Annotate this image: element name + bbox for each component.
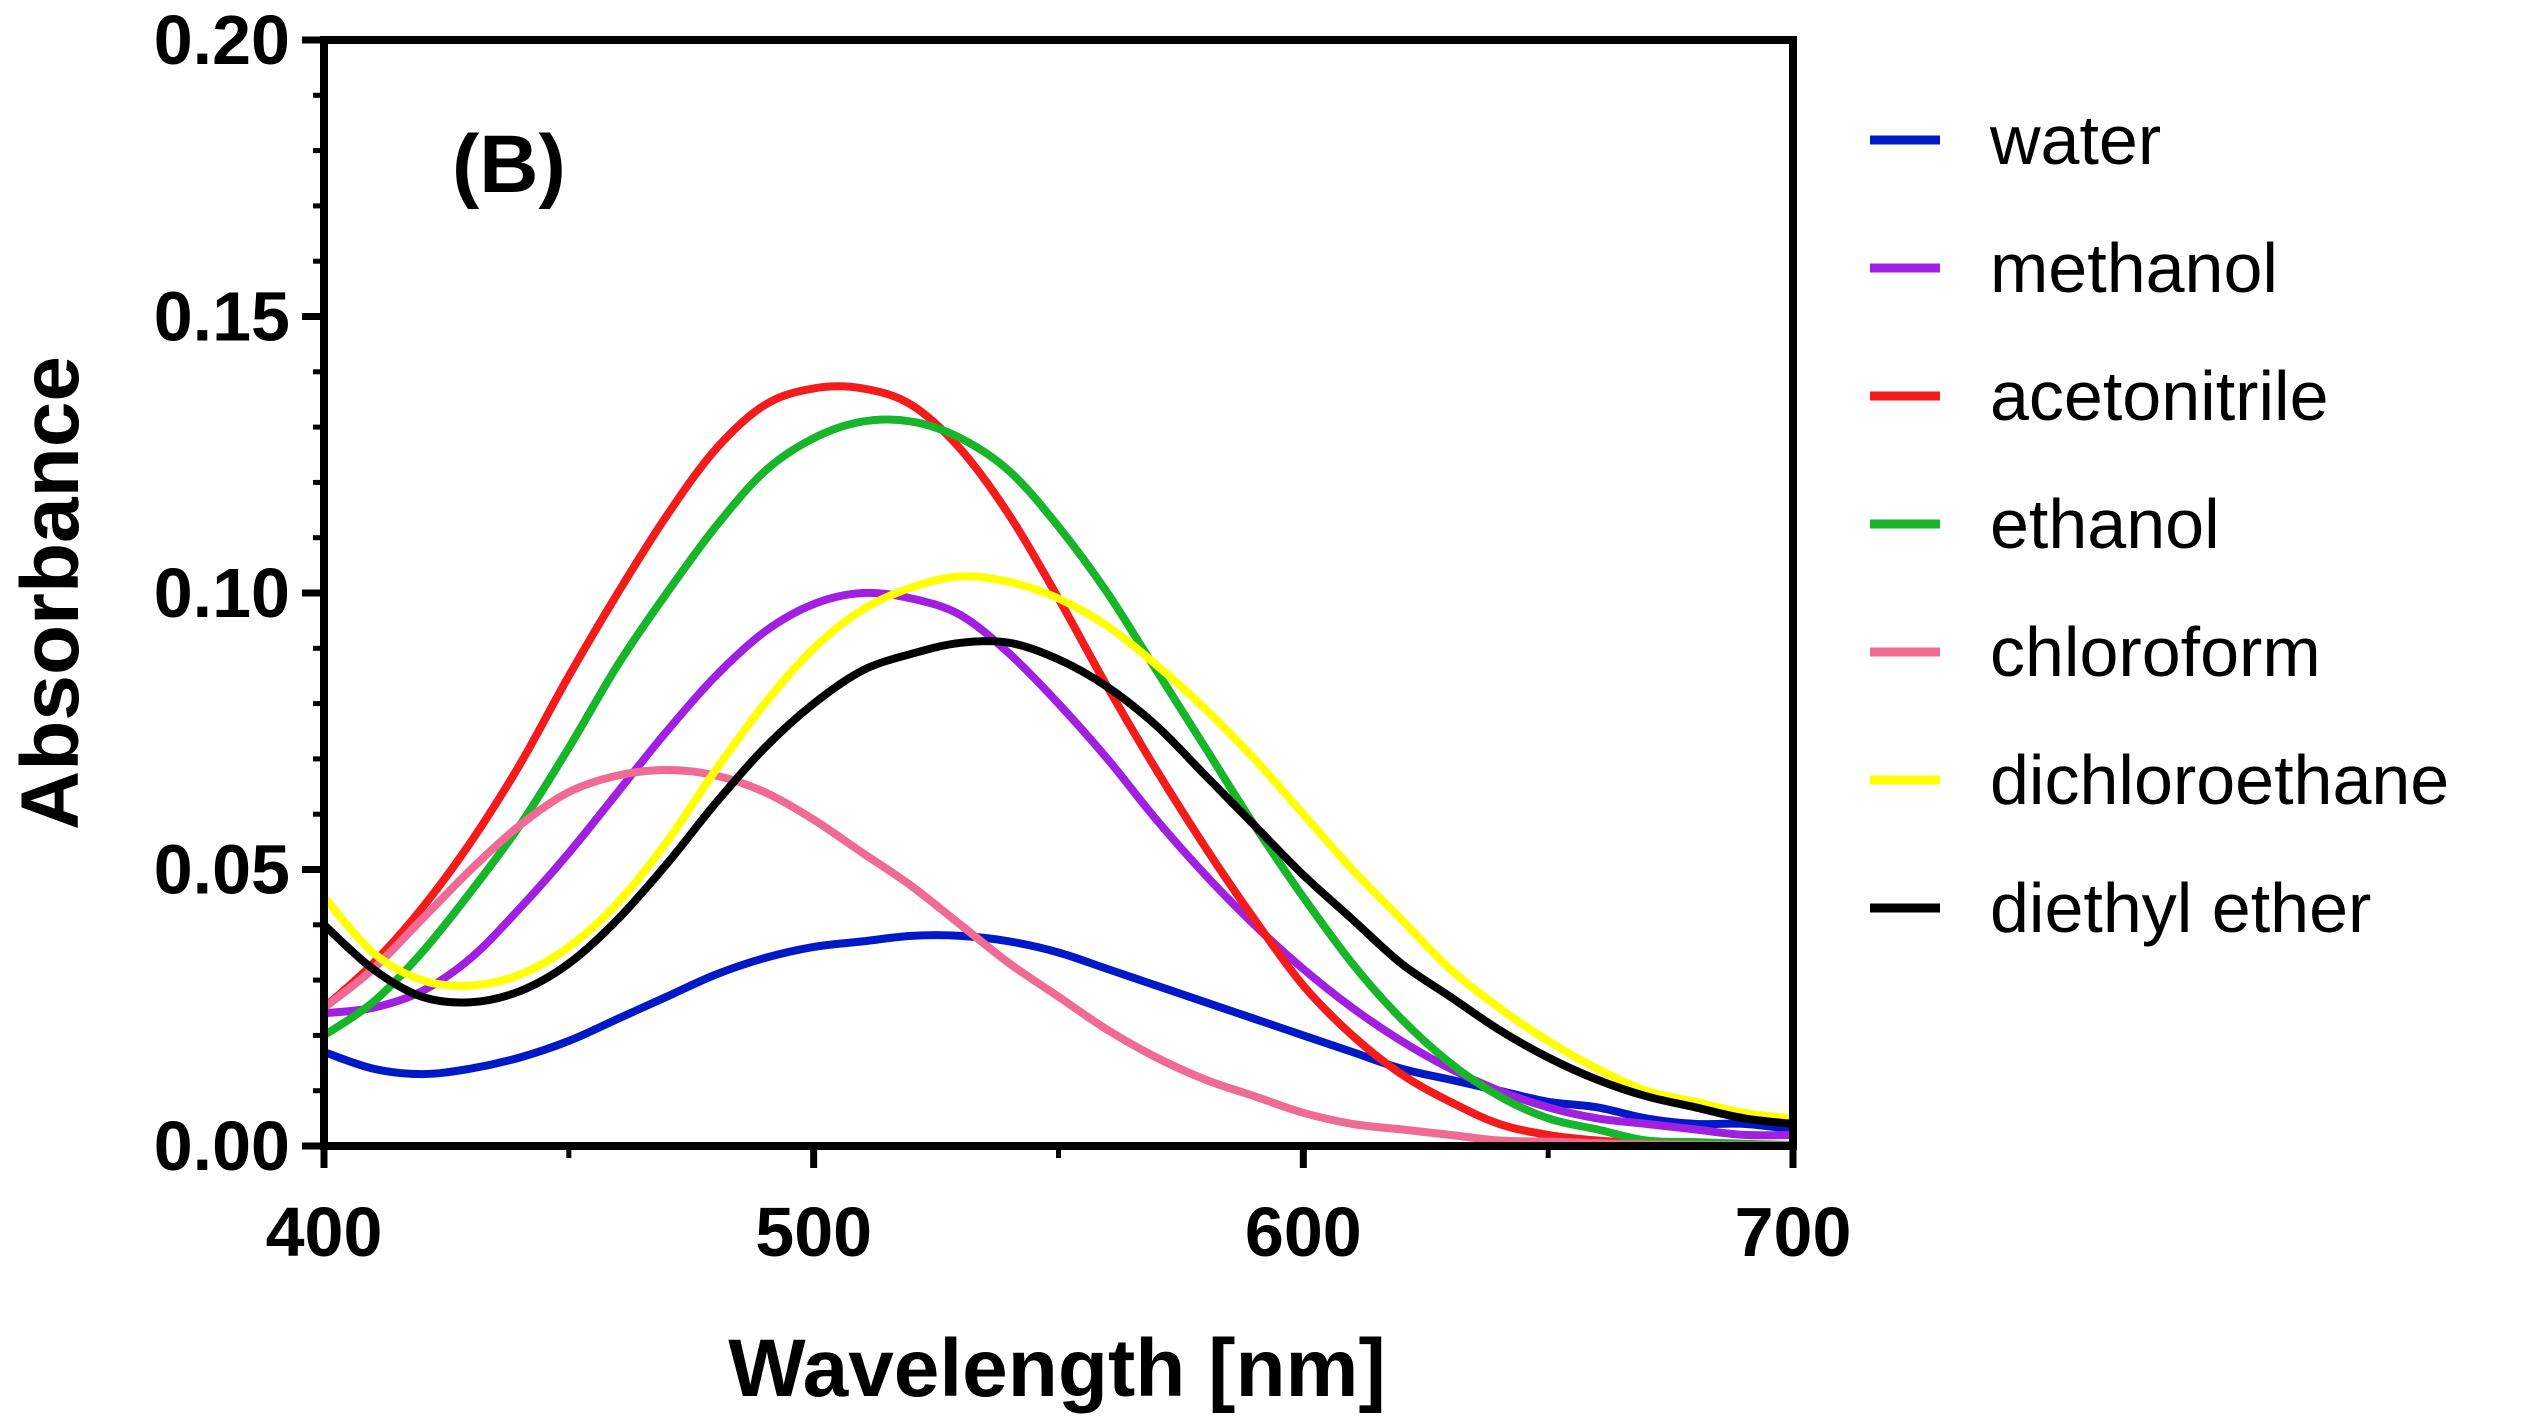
x-axis-title: Wavelength [nm]	[728, 1323, 1386, 1414]
legend-label-diethyl-ether: diethyl ether	[1990, 869, 2371, 947]
plot-frame	[320, 36, 1797, 1150]
legend-label-water: water	[1989, 101, 2161, 179]
x-tick-label: 600	[1245, 1193, 1362, 1271]
y-tick-label: 0.10	[154, 554, 290, 632]
legend-label-methanol: methanol	[1990, 229, 2278, 307]
series-line-water	[320, 931, 1797, 1134]
ticks-layer: 0.00 0.05 0.10 0.15 0.20 400 500 600 700	[154, 1, 1852, 1271]
legend-label-acetonitrile: acetonitrile	[1990, 357, 2329, 435]
x-tick-label: 500	[755, 1193, 872, 1271]
x-tick-label: 700	[1735, 1193, 1852, 1271]
y-tick-label: 0.15	[154, 278, 290, 356]
y-tick-label: 0.05	[154, 831, 290, 909]
y-tick-label: 0.20	[154, 1, 290, 79]
series-line-dichloroethane	[320, 572, 1797, 1123]
legend: water methanol acetonitrile ethanol chlorofo…	[1870, 101, 2449, 947]
series-line-diethyl-ether	[320, 637, 1797, 1128]
legend-label-ethanol: ethanol	[1990, 485, 2220, 563]
series-line-methanol	[320, 588, 1797, 1140]
y-tick-label: 0.00	[154, 1107, 290, 1185]
series-line-ethanol	[320, 415, 1797, 1149]
legend-label-chloroform: chloroform	[1990, 613, 2321, 691]
series-line-acetonitrile	[320, 382, 1797, 1150]
x-tick-label: 400	[266, 1193, 383, 1271]
y-axis-title: Absorbance	[5, 356, 96, 830]
series-line-chloroform	[320, 766, 1797, 1150]
panel-label: (B)	[452, 119, 566, 210]
series-layer	[320, 382, 1797, 1150]
legend-label-dichloroethane: dichloroethane	[1990, 741, 2449, 819]
